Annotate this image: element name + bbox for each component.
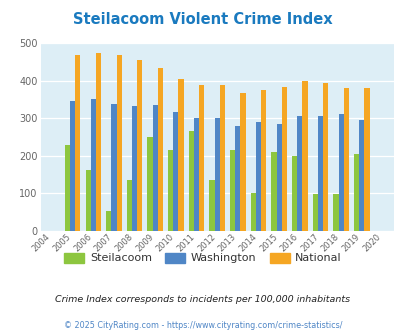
Bar [178, 79, 183, 231]
Bar [147, 137, 152, 231]
Bar [312, 194, 317, 231]
Bar [96, 53, 101, 231]
Bar [302, 81, 307, 231]
Text: Steilacoom Violent Crime Index: Steilacoom Violent Crime Index [73, 12, 332, 26]
Bar [296, 116, 302, 231]
Bar [90, 99, 96, 231]
Bar [235, 126, 240, 231]
Bar [194, 118, 198, 231]
Bar [343, 88, 348, 231]
Bar [126, 180, 132, 231]
Bar [250, 193, 255, 231]
Bar [65, 145, 70, 231]
Bar [75, 54, 80, 231]
Bar [168, 150, 173, 231]
Legend: Steilacoom, Washington, National: Steilacoom, Washington, National [61, 249, 344, 267]
Text: © 2025 CityRating.com - https://www.cityrating.com/crime-statistics/: © 2025 CityRating.com - https://www.city… [64, 321, 341, 330]
Bar [132, 106, 137, 231]
Bar [209, 180, 214, 231]
Bar [353, 154, 358, 231]
Bar [281, 87, 286, 231]
Bar [240, 92, 245, 231]
Text: Crime Index corresponds to incidents per 100,000 inhabitants: Crime Index corresponds to incidents per… [55, 295, 350, 304]
Bar [260, 89, 266, 231]
Bar [152, 105, 158, 231]
Bar [111, 104, 116, 231]
Bar [173, 113, 178, 231]
Bar [358, 120, 363, 231]
Bar [333, 194, 338, 231]
Bar [137, 60, 142, 231]
Bar [116, 55, 121, 231]
Bar [276, 124, 281, 231]
Bar [338, 114, 343, 231]
Bar [291, 156, 296, 231]
Bar [322, 83, 327, 231]
Bar [271, 151, 276, 231]
Bar [198, 85, 204, 231]
Bar [219, 85, 224, 231]
Bar [230, 150, 235, 231]
Bar [363, 88, 369, 231]
Bar [106, 212, 111, 231]
Bar [255, 122, 260, 231]
Bar [214, 118, 219, 231]
Bar [188, 131, 194, 231]
Bar [85, 170, 90, 231]
Bar [317, 116, 322, 231]
Bar [158, 69, 162, 231]
Bar [70, 101, 75, 231]
